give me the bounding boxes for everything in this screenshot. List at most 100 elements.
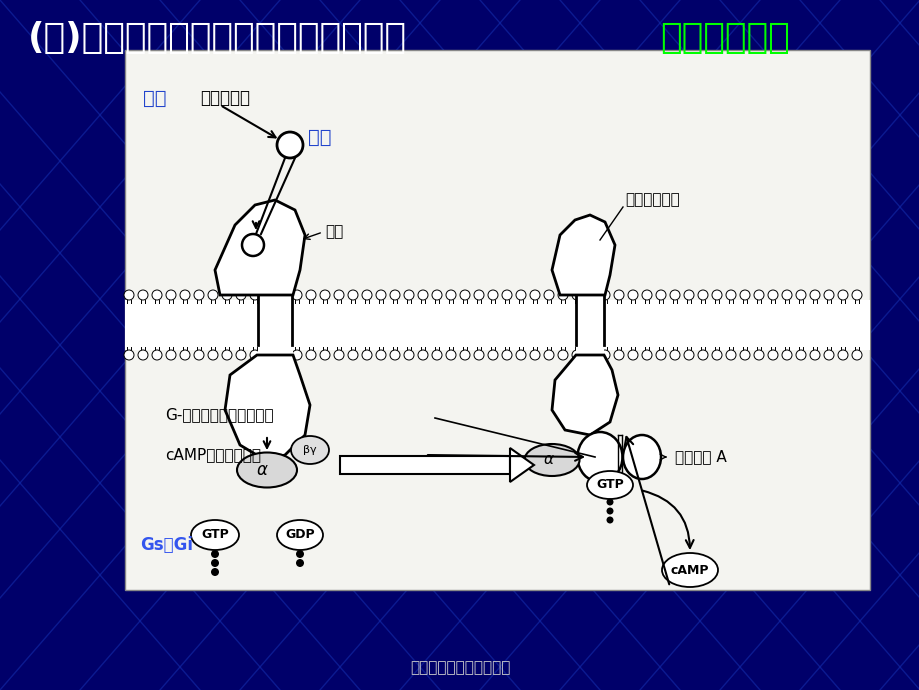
Circle shape [781, 350, 791, 360]
Text: GTP: GTP [596, 478, 623, 491]
Circle shape [543, 350, 553, 360]
Circle shape [165, 350, 176, 360]
Text: 第二信使学说: 第二信使学说 [659, 21, 789, 55]
Circle shape [306, 350, 315, 360]
Circle shape [291, 350, 301, 360]
Circle shape [306, 290, 315, 300]
Circle shape [585, 350, 596, 360]
Circle shape [208, 350, 218, 360]
Circle shape [725, 350, 735, 360]
Circle shape [296, 550, 303, 558]
Text: 激素: 激素 [308, 128, 331, 146]
Circle shape [516, 290, 526, 300]
Circle shape [502, 290, 512, 300]
Circle shape [432, 290, 441, 300]
Circle shape [767, 290, 777, 300]
Circle shape [572, 350, 582, 360]
Circle shape [165, 290, 176, 300]
Circle shape [851, 290, 861, 300]
Circle shape [558, 350, 567, 360]
Bar [575, 295, 604, 355]
Text: βγ: βγ [303, 445, 316, 455]
Text: 内分泌系统南华大学课件: 内分泌系统南华大学课件 [409, 660, 510, 676]
Text: 与受体结合: 与受体结合 [199, 89, 250, 107]
Text: α: α [543, 453, 553, 468]
Circle shape [124, 290, 134, 300]
Circle shape [277, 132, 302, 158]
Circle shape [683, 290, 693, 300]
Circle shape [795, 350, 805, 360]
Text: 受体: 受体 [324, 224, 343, 239]
Circle shape [739, 290, 749, 300]
Circle shape [460, 350, 470, 360]
Circle shape [264, 350, 274, 360]
Circle shape [376, 350, 386, 360]
Circle shape [754, 350, 763, 360]
Circle shape [347, 290, 357, 300]
Ellipse shape [237, 453, 297, 488]
Text: (二)细胞膜受体介导的激素作用机制－: (二)细胞膜受体介导的激素作用机制－ [28, 21, 406, 55]
Circle shape [628, 350, 637, 360]
Circle shape [417, 290, 427, 300]
Ellipse shape [662, 553, 717, 587]
Bar [125, 50, 869, 590]
Text: Gs与Gi: Gs与Gi [140, 536, 193, 554]
Circle shape [361, 350, 371, 360]
Circle shape [124, 350, 134, 360]
Circle shape [194, 290, 204, 300]
Circle shape [152, 350, 162, 360]
Circle shape [242, 234, 264, 256]
Ellipse shape [524, 444, 579, 476]
Circle shape [543, 290, 553, 300]
Circle shape [194, 350, 204, 360]
Circle shape [558, 290, 567, 300]
Circle shape [725, 290, 735, 300]
Circle shape [698, 350, 708, 360]
Circle shape [641, 350, 652, 360]
Circle shape [613, 290, 623, 300]
Circle shape [432, 350, 441, 360]
Circle shape [334, 290, 344, 300]
Circle shape [250, 290, 260, 300]
Text: GDP: GDP [285, 529, 314, 542]
Circle shape [823, 290, 834, 300]
Circle shape [669, 290, 679, 300]
Polygon shape [215, 200, 305, 295]
Ellipse shape [577, 432, 622, 482]
Circle shape [221, 290, 232, 300]
Ellipse shape [622, 435, 660, 479]
Circle shape [711, 290, 721, 300]
Circle shape [334, 350, 344, 360]
Circle shape [655, 350, 665, 360]
Circle shape [180, 350, 190, 360]
Circle shape [585, 290, 596, 300]
Circle shape [473, 290, 483, 300]
Circle shape [473, 350, 483, 360]
Circle shape [403, 350, 414, 360]
Circle shape [613, 350, 623, 360]
Circle shape [599, 290, 609, 300]
Circle shape [210, 559, 219, 567]
Circle shape [487, 350, 497, 360]
Circle shape [278, 290, 288, 300]
Circle shape [403, 290, 414, 300]
Circle shape [606, 517, 613, 524]
Circle shape [291, 290, 301, 300]
Text: G-蛋白激活腺苷酸环化酶: G-蛋白激活腺苷酸环化酶 [165, 408, 273, 422]
Circle shape [606, 498, 613, 506]
Circle shape [754, 290, 763, 300]
Polygon shape [551, 355, 618, 435]
Circle shape [264, 290, 274, 300]
Circle shape [417, 350, 427, 360]
Text: 激素: 激素 [142, 88, 166, 108]
Circle shape [347, 350, 357, 360]
Circle shape [698, 290, 708, 300]
Circle shape [138, 290, 148, 300]
Circle shape [823, 350, 834, 360]
Circle shape [529, 350, 539, 360]
Text: 腺苷酸环化酶: 腺苷酸环化酶 [624, 193, 679, 208]
Circle shape [809, 290, 819, 300]
Circle shape [628, 290, 637, 300]
Circle shape [572, 290, 582, 300]
Text: cAMP: cAMP [670, 564, 709, 577]
